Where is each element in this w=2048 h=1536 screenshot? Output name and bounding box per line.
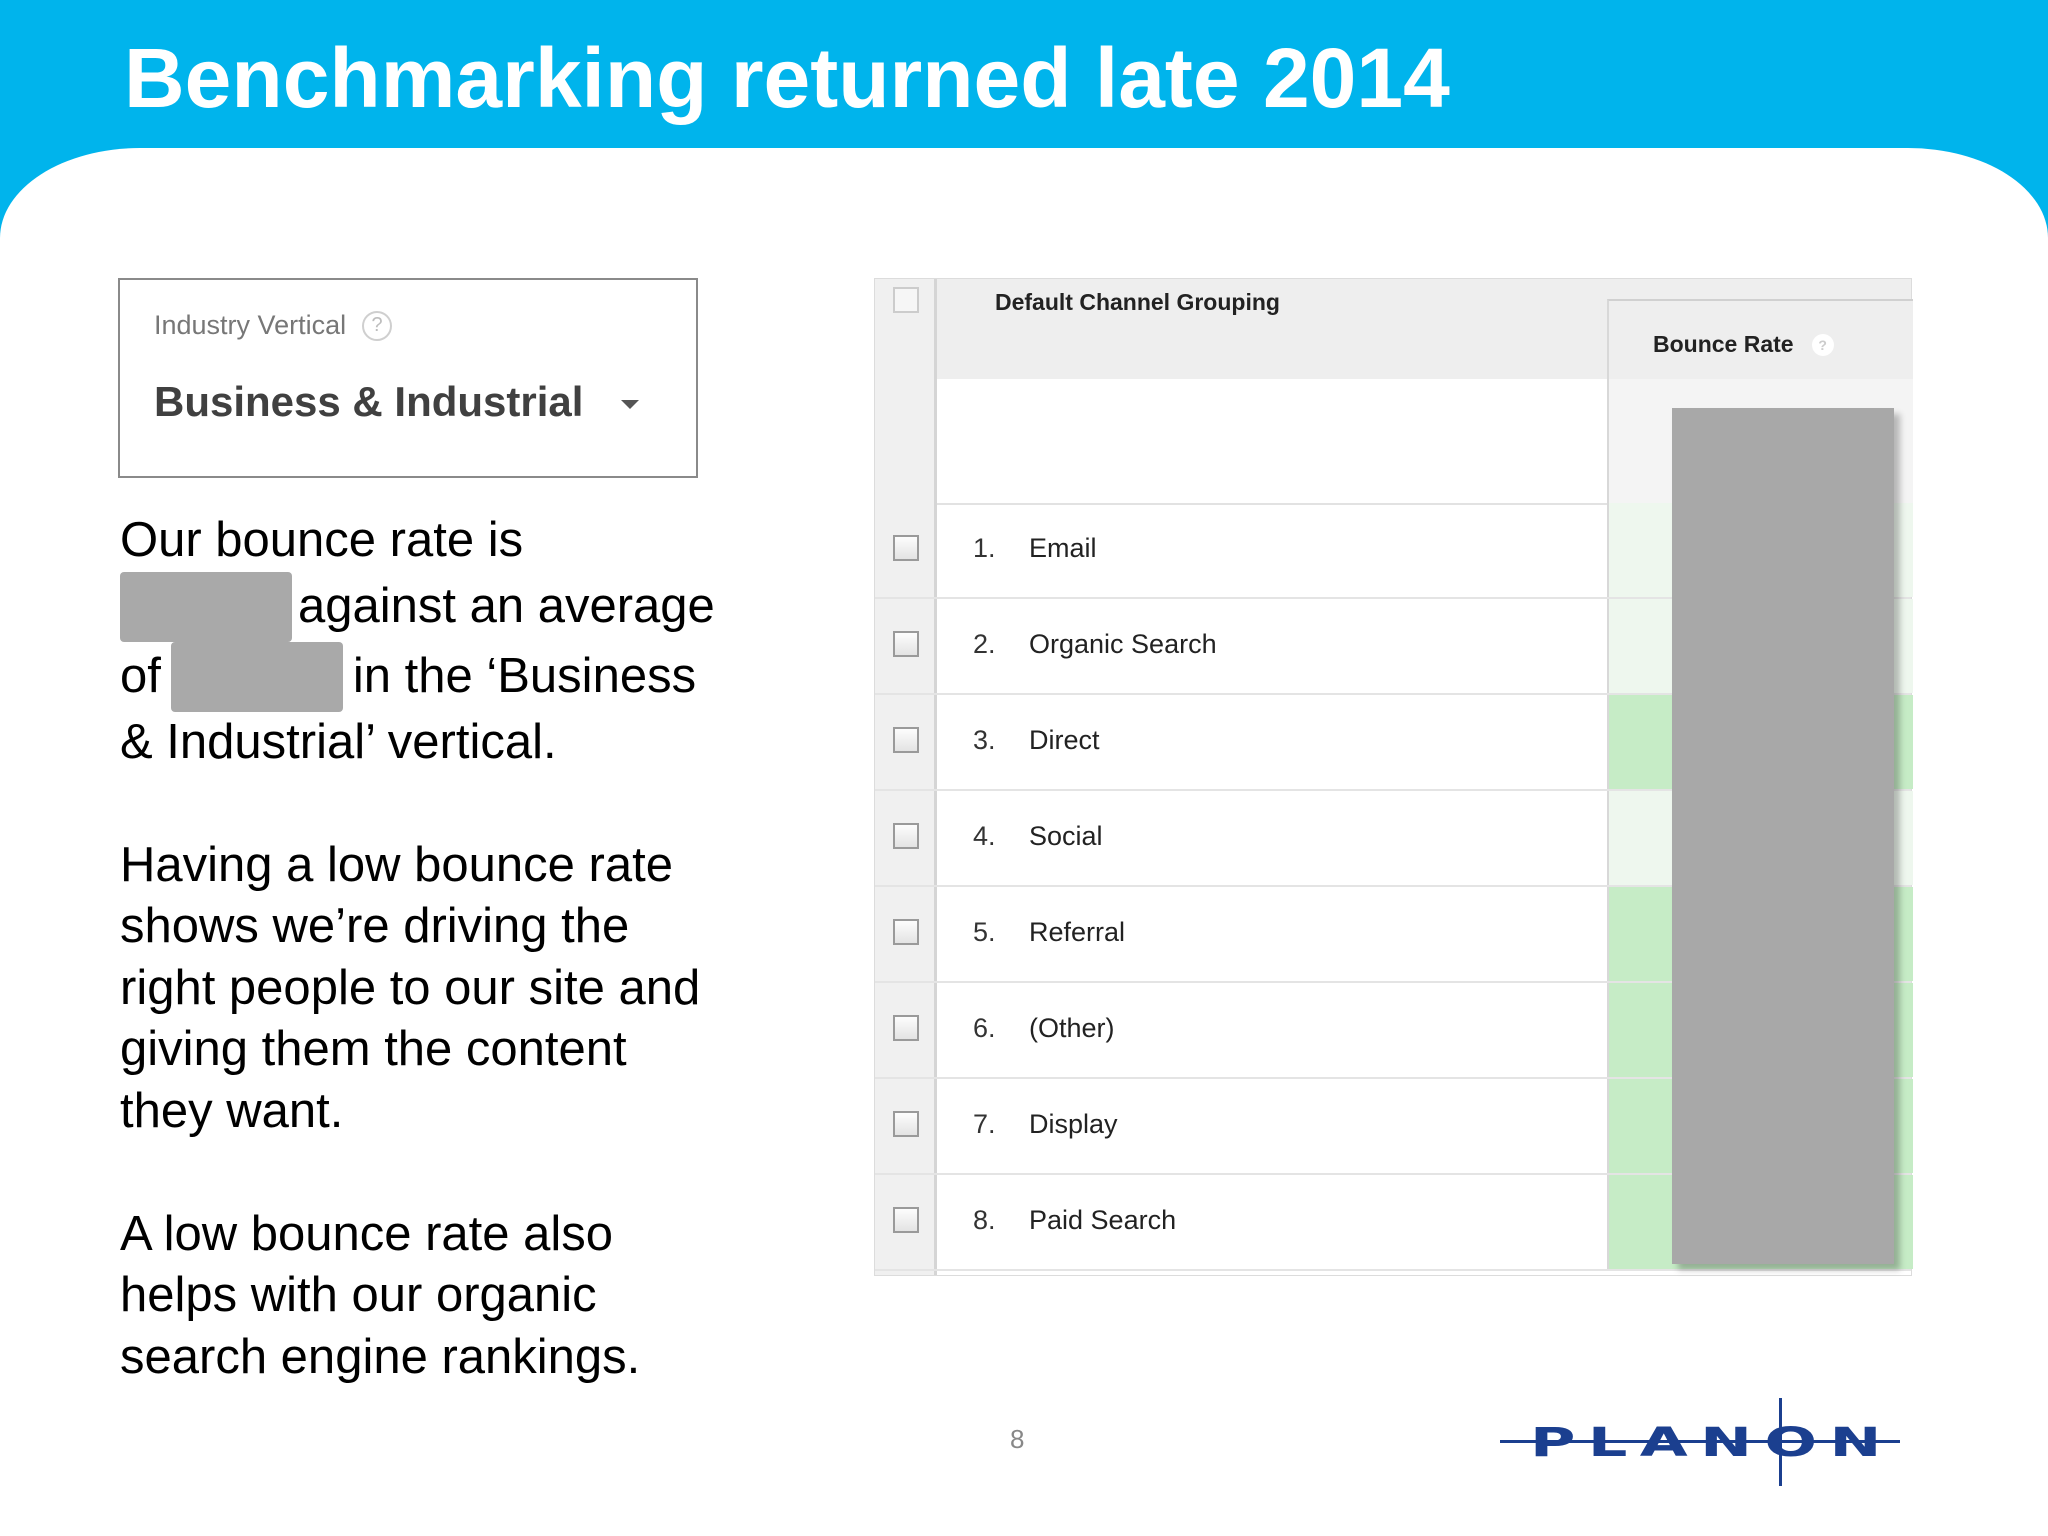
help-icon[interactable]: ? bbox=[1811, 333, 1834, 356]
logo-horizontal-line bbox=[1500, 1440, 1900, 1443]
row-number: 5. bbox=[973, 917, 996, 947]
caret-down-icon bbox=[621, 399, 640, 409]
row-channel-label[interactable]: Organic Search bbox=[1029, 629, 1217, 659]
help-icon[interactable]: ? bbox=[362, 310, 393, 341]
row-checkbox[interactable] bbox=[893, 1015, 919, 1041]
redacted-value-ours bbox=[120, 571, 292, 642]
row-checkbox[interactable] bbox=[893, 535, 919, 561]
body-text: Our bounce rate is against an average of i… bbox=[120, 510, 720, 1450]
row-number: 2. bbox=[973, 629, 996, 659]
checkbox-column bbox=[875, 279, 937, 1275]
paragraph-1-part-1: Our bounce rate is bbox=[120, 513, 524, 567]
paragraph-1-part-2: against an average of bbox=[120, 578, 715, 703]
paragraph-low-bounce: Having a low bounce rate shows we’re dri… bbox=[120, 837, 701, 1138]
row-channel-label[interactable]: Paid Search bbox=[1029, 1205, 1177, 1235]
row-number: 3. bbox=[973, 725, 996, 755]
row-checkbox[interactable] bbox=[893, 727, 919, 753]
row-channel-label[interactable]: Direct bbox=[1029, 725, 1100, 755]
industry-vertical-label-text: Industry Vertical bbox=[154, 310, 347, 340]
row-checkbox[interactable] bbox=[893, 919, 919, 945]
bounce-rate-title-text: Bounce Rate bbox=[1653, 331, 1794, 357]
paragraph-organic: A low bounce rate also helps with our or… bbox=[120, 1206, 641, 1384]
redacted-value-average bbox=[170, 641, 343, 712]
row-channel-label[interactable]: Referral bbox=[1029, 917, 1126, 947]
bounce-rate-title: Bounce Rate ? bbox=[1653, 331, 1834, 358]
select-all-checkbox[interactable] bbox=[893, 287, 919, 313]
row-channel-label[interactable]: Social bbox=[1029, 821, 1103, 851]
page-number: 8 bbox=[1010, 1424, 1025, 1454]
row-channel-label[interactable]: Email bbox=[1029, 533, 1097, 563]
table-summary-row bbox=[937, 379, 1607, 505]
logo-vertical-line bbox=[1779, 1398, 1782, 1486]
planon-logo: PLANON bbox=[1500, 1398, 1900, 1486]
column-header-channel[interactable]: Default Channel Grouping bbox=[995, 289, 1280, 315]
logo-text: PLANON bbox=[1530, 1420, 1894, 1466]
row-checkbox[interactable] bbox=[893, 1207, 919, 1233]
row-number: 6. bbox=[973, 1013, 996, 1043]
redacted-bounce-values bbox=[1672, 408, 1894, 1264]
slide-title: Benchmarking returned late 2014 bbox=[124, 31, 1450, 125]
industry-vertical-box: Industry Vertical ? Business & Industria… bbox=[118, 278, 698, 478]
industry-vertical-select[interactable]: Business & Industrial bbox=[154, 378, 640, 426]
paragraph-bounce-rate: Our bounce rate is against an average of i… bbox=[120, 510, 720, 773]
row-checkbox[interactable] bbox=[893, 1111, 919, 1137]
industry-vertical-value: Business & Industrial bbox=[154, 378, 584, 425]
row-channel-label[interactable]: (Other) bbox=[1029, 1013, 1115, 1043]
row-number: 1. bbox=[973, 533, 996, 563]
industry-vertical-label: Industry Vertical ? bbox=[154, 310, 393, 341]
row-checkbox[interactable] bbox=[893, 631, 919, 657]
paragraph-1-part-3: in the ‘Business & Industrial’ vertical. bbox=[120, 648, 697, 769]
row-number: 8. bbox=[973, 1205, 996, 1235]
row-channel-label[interactable]: Display bbox=[1029, 1109, 1118, 1139]
row-number: 7. bbox=[973, 1109, 996, 1139]
row-number: 4. bbox=[973, 821, 996, 851]
column-header-bounce-rate[interactable]: Bounce Rate ? bbox=[1607, 299, 1913, 379]
row-checkbox[interactable] bbox=[893, 823, 919, 849]
